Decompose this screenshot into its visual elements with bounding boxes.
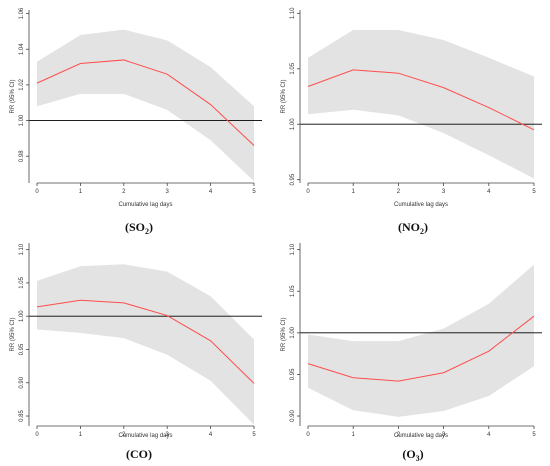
estimate-line (36, 299, 255, 384)
panel-caption: (CO) (126, 447, 152, 461)
x-tick-label: 0 (35, 432, 39, 438)
x-tick-label: 1 (79, 189, 83, 195)
confidence-band (308, 29, 534, 179)
caption-main: (O (402, 447, 415, 461)
panel-caption: (O3) (402, 447, 423, 463)
panel-caption: (SO2) (125, 220, 153, 236)
caption-end: ) (424, 220, 428, 234)
x-tick-label: 2 (397, 189, 401, 195)
caption-subscript: 2 (145, 227, 149, 236)
caption-main: (SO (125, 220, 145, 234)
y-tick-label: 0.90 (290, 410, 296, 422)
y-tick-label: 1.02 (19, 78, 25, 90)
x-axis-label: Cumulative lag days (394, 433, 448, 439)
y-tick-label: 0.98 (19, 150, 25, 162)
y-tick-label: 1.10 (19, 243, 25, 255)
x-tick-label: 2 (122, 432, 126, 438)
estimate-line (36, 59, 255, 146)
caption-subscript: 3 (416, 454, 420, 463)
y-axis-label: RR (95% CI) (10, 317, 16, 351)
caption-end: ) (149, 220, 153, 234)
y-tick-label: 1.05 (19, 276, 25, 288)
caption-subscript: 2 (420, 227, 424, 236)
confidence-band (37, 264, 254, 425)
y-tick-label: 1.06 (19, 7, 25, 19)
y-tick-label: 0.95 (290, 173, 296, 185)
y-tick-label: 0.85 (19, 410, 25, 422)
x-tick-label: 0 (306, 432, 310, 438)
x-tick-label: 1 (352, 432, 356, 438)
y-tick-label: 1.00 (290, 118, 296, 130)
panel-caption: (NO2) (398, 220, 428, 236)
x-tick-label: 3 (166, 432, 170, 438)
x-tick-label: 3 (442, 432, 446, 438)
y-tick-label: 1.05 (290, 285, 296, 297)
y-axis-label: RR (95% CI) (281, 79, 287, 113)
x-tick-label: 4 (209, 432, 213, 438)
y-tick-label: 1.05 (290, 62, 296, 74)
chart-panel-2: 0 1 2 3 4 5 0.85 0.90 0.95 1.00 1.05 1.10 RR (95% CI… (10, 243, 262, 461)
y-axis-label: RR (95% CI) (10, 79, 16, 113)
x-tick-label: 4 (209, 189, 213, 195)
y-tick-label: 0.95 (19, 343, 25, 355)
chart-panel-1: 0 1 2 3 4 5 0.95 1.00 1.05 1.10 RR (95% CI) Cumulat… (281, 7, 542, 236)
estimate-line (307, 69, 535, 131)
y-tick-label: 0.95 (290, 368, 296, 380)
x-tick-label: 2 (397, 432, 401, 438)
estimate-line (307, 315, 535, 382)
y-tick-label: 1.04 (19, 43, 25, 55)
caption-end: ) (420, 447, 424, 461)
y-axis-label: RR (95% CI) (281, 317, 287, 351)
confidence-band (37, 29, 254, 182)
y-tick-label: 1.10 (290, 243, 296, 255)
x-tick-label: 5 (252, 432, 256, 438)
y-tick-label: 1.00 (19, 310, 25, 322)
y-tick-label: 1.00 (19, 114, 25, 126)
x-tick-label: 0 (306, 189, 310, 195)
x-tick-label: 1 (352, 189, 356, 195)
y-tick-label: 1.10 (290, 7, 296, 19)
x-tick-label: 0 (35, 189, 39, 195)
x-tick-label: 5 (532, 432, 536, 438)
caption-main: (NO (398, 220, 420, 234)
caption-main: (CO) (126, 447, 152, 461)
chart-panel-0: 0 1 2 3 4 5 0.98 1.00 1.02 1.04 1.06 RR (95% CI) Cum… (10, 7, 262, 236)
x-tick-label: 5 (252, 189, 256, 195)
x-tick-label: 4 (487, 189, 491, 195)
chart-panel-3: 0 1 2 3 4 5 0.90 0.95 1.00 1.05 1.10 RR (95% CI) Cum… (281, 243, 542, 463)
x-axis-label: Cumulative lag days (118, 433, 172, 439)
x-tick-label: 4 (487, 432, 491, 438)
x-tick-label: 3 (442, 189, 446, 195)
x-tick-label: 5 (532, 189, 536, 195)
x-tick-label: 3 (166, 189, 170, 195)
x-tick-label: 1 (79, 432, 83, 438)
y-tick-label: 0.90 (19, 376, 25, 388)
x-tick-label: 2 (122, 189, 126, 195)
y-tick-label: 1.00 (290, 326, 296, 338)
confidence-band (308, 264, 534, 417)
x-axis-label: Cumulative lag days (118, 202, 172, 208)
x-axis-label: Cumulative lag days (394, 202, 448, 208)
